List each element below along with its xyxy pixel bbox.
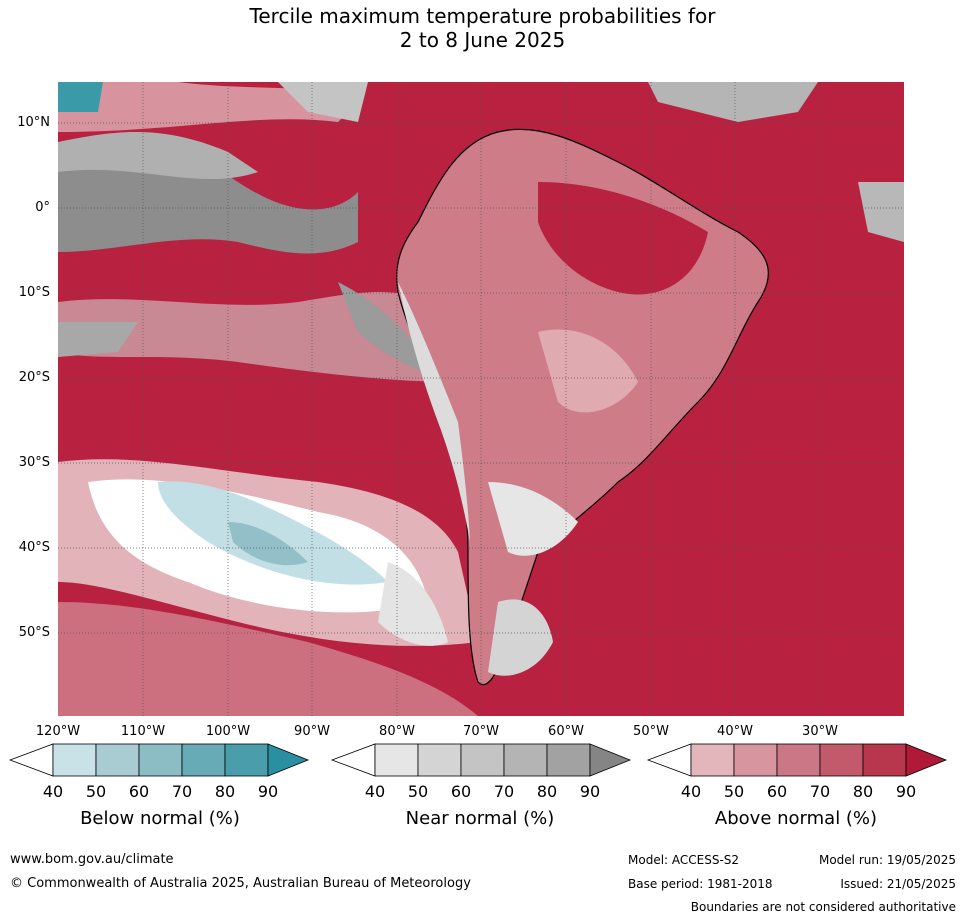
legend-tick: 70 (171, 782, 193, 801)
legend-tick: 90 (895, 782, 917, 801)
near-normal-region (58, 153, 358, 254)
legend-swatch (52, 743, 97, 777)
near-normal-region (58, 322, 138, 357)
legend-tick: 90 (579, 782, 601, 801)
probability-map (58, 82, 904, 716)
above-normal-weak (538, 329, 638, 413)
legend-tick: 50 (723, 782, 745, 801)
lon-label-80w: 80°W (379, 724, 415, 739)
footer-issued: Issued: 21/05/2025 (840, 877, 956, 891)
lon-label-70w: 70°W (463, 724, 499, 739)
legend-swatch (546, 743, 591, 777)
lat-label-10n: 10°N (17, 115, 50, 130)
legend-title-near: Near normal (%) (405, 808, 555, 829)
footer-copyright: © Commonwealth of Australia 2025, Austra… (10, 876, 471, 891)
legend-below-normal (8, 742, 310, 778)
above-normal-moderate (58, 82, 358, 132)
lon-label-60w: 60°W (548, 724, 584, 739)
legend-swatch (589, 743, 632, 777)
map-canvas (58, 82, 904, 716)
legend-tick: 50 (407, 782, 429, 801)
chart-title: Tercile maximum temperature probabilitie… (0, 4, 965, 52)
below-normal-region (228, 522, 308, 566)
legend-swatch (8, 743, 54, 777)
legend-tick: 70 (493, 782, 515, 801)
lat-label-30s: 30°S (18, 455, 50, 470)
title-line-2: 2 to 8 June 2025 (399, 28, 566, 52)
above-normal-moderate (58, 602, 478, 716)
legend-colorbar-below (8, 743, 310, 777)
lon-label-110w: 110°W (120, 724, 166, 739)
near-normal-region (278, 82, 368, 122)
legend-swatch (905, 743, 948, 777)
legend-swatch (224, 743, 269, 777)
legend-colorbar-near (330, 743, 632, 777)
lon-label-90w: 90°W (294, 724, 330, 739)
legend-tick: 90 (257, 782, 279, 801)
near-normal-region (648, 82, 818, 122)
legend-tick: 60 (128, 782, 150, 801)
lat-label-10s: 10°S (18, 285, 50, 300)
legend-tick: 40 (42, 782, 64, 801)
legend-tick: 40 (364, 782, 386, 801)
footer-model: Model: ACCESS-S2 (628, 853, 740, 867)
legend-tick: 60 (766, 782, 788, 801)
legend-swatch (733, 743, 778, 777)
legend-swatch (503, 743, 548, 777)
title-line-1: Tercile maximum temperature probabilitie… (249, 4, 716, 28)
lat-label-40s: 40°S (18, 540, 50, 555)
near-normal-region (488, 482, 578, 556)
legend-tick: 60 (450, 782, 472, 801)
legend-tick: 50 (85, 782, 107, 801)
lat-label-0: 0° (35, 200, 50, 215)
legend-swatch (95, 743, 140, 777)
near-normal-region (858, 182, 904, 242)
footer-model-run: Model run: 19/05/2025 (818, 853, 956, 867)
legend-tick: 80 (536, 782, 558, 801)
lon-label-30w: 30°W (802, 724, 838, 739)
lat-label-20s: 20°S (18, 370, 50, 385)
near-normal-region (398, 282, 470, 542)
near-normal-region (488, 599, 553, 676)
legend-title-above: Above normal (%) (714, 808, 878, 829)
lon-label-40w: 40°W (717, 724, 753, 739)
footer-base-period: Base period: 1981-2018 (628, 877, 773, 891)
near-normal-region (378, 562, 448, 646)
legend-tick: 40 (680, 782, 702, 801)
legend-swatch (862, 743, 907, 777)
footer-website[interactable]: www.bom.gov.au/climate (10, 852, 174, 867)
legend-swatch (460, 743, 505, 777)
graticule (58, 82, 904, 716)
legend-tick: 70 (809, 782, 831, 801)
lon-label-120w: 120°W (35, 724, 81, 739)
legend-swatch (776, 743, 821, 777)
legend-swatch (374, 743, 419, 777)
lat-label-50s: 50°S (18, 625, 50, 640)
near-normal-region (58, 132, 258, 180)
legend-tick: 80 (852, 782, 874, 801)
lon-label-100w: 100°W (205, 724, 251, 739)
legend-near-normal (330, 742, 632, 778)
below-normal-region (158, 481, 388, 585)
above-normal-strong (538, 182, 708, 295)
legend-title-below: Below normal (%) (80, 808, 240, 829)
legend-swatch (181, 743, 226, 777)
legend-swatch (819, 743, 864, 777)
legend-swatch (690, 743, 735, 777)
legend-swatch (330, 743, 376, 777)
legend-swatch (267, 743, 310, 777)
below-normal-region (58, 82, 103, 112)
footer-boundaries: Boundaries are not considered authoritat… (690, 900, 956, 914)
legend-swatch (417, 743, 462, 777)
legend-swatch (646, 743, 692, 777)
lon-label-50w: 50°W (633, 724, 669, 739)
legend-colorbar-above (646, 743, 948, 777)
legend-swatch (138, 743, 183, 777)
legend-above-normal (646, 742, 948, 778)
legend-tick: 80 (214, 782, 236, 801)
